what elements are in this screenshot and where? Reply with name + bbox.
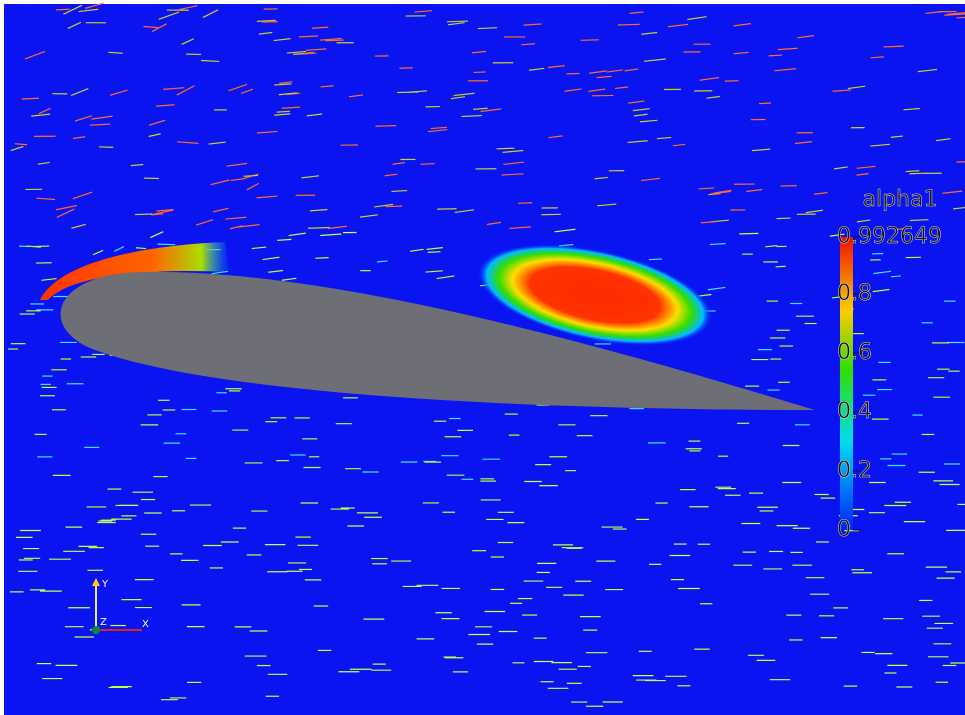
color-legend-label: 0.2 (837, 458, 872, 483)
color-legend-label: 0.992649 (837, 224, 942, 249)
color-legend-label: 0 (837, 517, 851, 542)
vector-glyph (518, 203, 532, 204)
vector-glyph (136, 248, 146, 249)
vector-glyph (420, 164, 434, 165)
color-legend-label: 0.8 (837, 281, 872, 306)
vector-glyph (315, 258, 328, 259)
vector-glyph (739, 233, 758, 234)
vector-glyph (325, 40, 344, 41)
vector-glyph (906, 171, 920, 172)
vector-glyph (56, 9, 70, 10)
vector-glyph (158, 244, 176, 245)
vector-glyph (399, 68, 412, 69)
vector-glyph (386, 206, 402, 207)
vector-glyph (710, 244, 726, 245)
render-view: alpha1 0.992649 0.8 0.6 0.4 0.2 0 Y Z X (0, 0, 965, 715)
color-legend-label: 0.6 (837, 340, 872, 365)
z-axis (92, 626, 100, 634)
vector-glyph (649, 259, 662, 260)
y-label: Y (101, 579, 109, 590)
vector-glyph (277, 111, 290, 112)
vector-glyph (909, 173, 926, 174)
vector-glyph (777, 218, 791, 219)
vector-glyph (99, 147, 113, 148)
vector-glyph (447, 21, 468, 22)
vector-glyph (776, 266, 786, 267)
color-legend-label: 0.4 (837, 399, 872, 424)
vector-glyph (618, 24, 640, 25)
x-label: X (142, 619, 149, 630)
vector-glyph (759, 103, 771, 104)
vector-glyph (375, 126, 396, 127)
vector-glyph (22, 98, 39, 99)
vector-glyph (308, 227, 330, 228)
vector-glyph (910, 220, 929, 221)
z-label: Z (100, 617, 107, 628)
color-legend-title: alpha1 (863, 187, 938, 212)
vector-glyph (428, 252, 441, 253)
vector-glyph (769, 55, 783, 56)
vector-glyph (884, 46, 904, 47)
vector-glyph (135, 214, 152, 215)
vector-glyph (497, 148, 515, 149)
